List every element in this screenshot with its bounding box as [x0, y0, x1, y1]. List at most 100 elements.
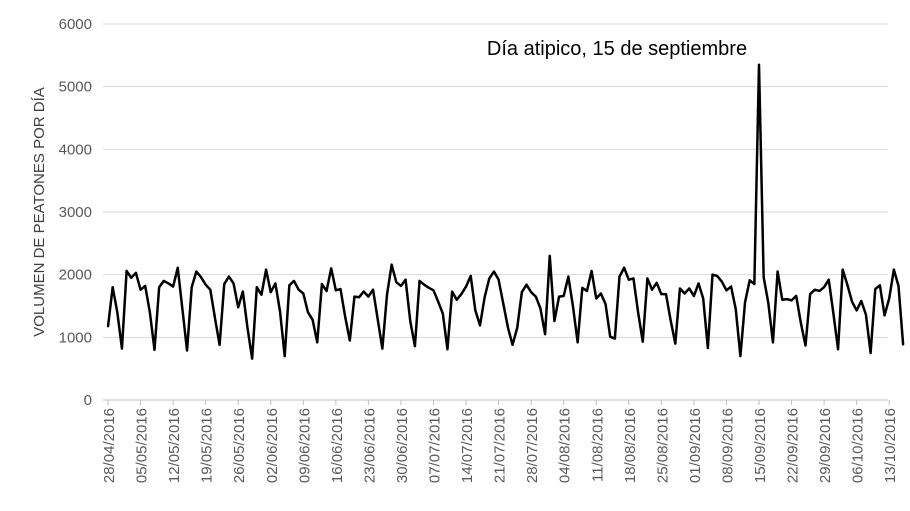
- data-point: [335, 289, 337, 292]
- x-tick-label: 13/10/2016: [882, 408, 899, 483]
- data-point: [111, 286, 114, 289]
- x-tick-label: 04/08/2016: [557, 408, 574, 483]
- data-point: [302, 292, 305, 295]
- x-tick-label: 28/07/2016: [524, 408, 541, 483]
- data-point: [214, 317, 216, 319]
- data-point: [358, 296, 360, 299]
- data-point: [139, 288, 142, 291]
- data-point: [618, 275, 621, 278]
- data-point: [400, 285, 402, 287]
- data-point: [897, 285, 900, 287]
- data-point: [702, 297, 704, 300]
- data-point: [814, 288, 816, 291]
- data-point: [530, 291, 532, 294]
- data-point: [646, 277, 649, 280]
- data-point: [349, 339, 351, 342]
- data-point: [693, 295, 695, 297]
- data-point: [242, 290, 244, 293]
- data-point: [344, 315, 346, 318]
- data-point: [809, 293, 811, 295]
- data-point: [135, 271, 137, 274]
- data-point: [149, 311, 151, 314]
- x-tick-label: 16/06/2016: [329, 408, 346, 483]
- data-point: [758, 63, 760, 66]
- data-point: [488, 277, 491, 280]
- x-tick-label: 07/07/2016: [427, 408, 444, 483]
- data-point: [679, 287, 681, 290]
- data-point: [665, 293, 667, 295]
- data-point: [437, 300, 439, 303]
- data-point: [516, 327, 518, 329]
- data-point: [507, 326, 509, 329]
- data-point: [716, 275, 718, 277]
- series-group: [106, 63, 905, 360]
- data-point: [841, 268, 844, 271]
- data-point: [832, 312, 835, 315]
- data-point: [325, 290, 328, 292]
- data-point: [442, 312, 444, 315]
- data-point: [190, 286, 193, 289]
- data-point: [781, 298, 784, 301]
- x-tick-label: 08/09/2016: [719, 408, 736, 483]
- data-point: [255, 286, 258, 289]
- y-tick-label: 4000: [59, 141, 92, 158]
- x-tick-label: 02/06/2016: [264, 408, 281, 483]
- data-point: [581, 287, 584, 289]
- data-point: [762, 276, 765, 278]
- data-point: [655, 282, 658, 284]
- x-tick-label: 06/10/2016: [850, 408, 867, 483]
- data-point: [167, 282, 170, 285]
- y-axis-label: VOLUMEN DE PEATONES POR DÍA: [31, 87, 48, 337]
- data-point: [786, 298, 788, 300]
- data-point: [423, 283, 426, 286]
- data-point: [548, 255, 551, 257]
- data-point: [274, 282, 277, 285]
- data-point: [837, 348, 839, 351]
- data-point: [628, 278, 630, 281]
- data-point: [153, 349, 156, 351]
- data-point: [265, 268, 267, 271]
- data-point: [669, 319, 672, 322]
- y-tick-label: 5000: [59, 79, 92, 96]
- data-point: [283, 355, 286, 357]
- data-point: [767, 302, 770, 304]
- data-point: [711, 273, 714, 276]
- data-point: [614, 337, 616, 340]
- data-point: [623, 266, 625, 269]
- x-tick-label: 25/08/2016: [654, 408, 671, 483]
- data-point: [381, 347, 384, 350]
- data-point: [851, 300, 853, 303]
- data-point: [260, 293, 263, 296]
- x-tick-label: 05/05/2016: [134, 408, 151, 483]
- data-point: [376, 318, 379, 320]
- data-point: [107, 325, 109, 328]
- data-point: [269, 291, 272, 294]
- data-point: [683, 292, 686, 295]
- data-point: [130, 277, 133, 279]
- data-point: [404, 278, 407, 281]
- data-point: [902, 344, 904, 346]
- y-tick-label: 3000: [59, 204, 92, 221]
- data-point: [330, 267, 333, 270]
- x-tick-label: 09/06/2016: [296, 408, 313, 483]
- data-point: [525, 283, 528, 286]
- data-point: [869, 352, 872, 354]
- data-point: [860, 300, 863, 302]
- data-point: [125, 270, 128, 272]
- data-point: [158, 286, 160, 289]
- data-point: [209, 288, 212, 291]
- data-point: [362, 290, 365, 293]
- data-point: [637, 311, 639, 314]
- data-point: [823, 286, 825, 289]
- data-point: [600, 292, 602, 295]
- x-tick-label: 19/05/2016: [199, 408, 216, 483]
- data-point: [232, 282, 235, 285]
- data-point: [790, 299, 793, 302]
- data-point: [567, 275, 570, 278]
- x-tick-label: 14/07/2016: [459, 408, 476, 483]
- x-tick-label: 28/04/2016: [101, 408, 118, 483]
- data-point: [590, 270, 593, 272]
- data-point: [632, 277, 635, 280]
- data-point: [121, 347, 123, 350]
- data-point: [479, 324, 481, 327]
